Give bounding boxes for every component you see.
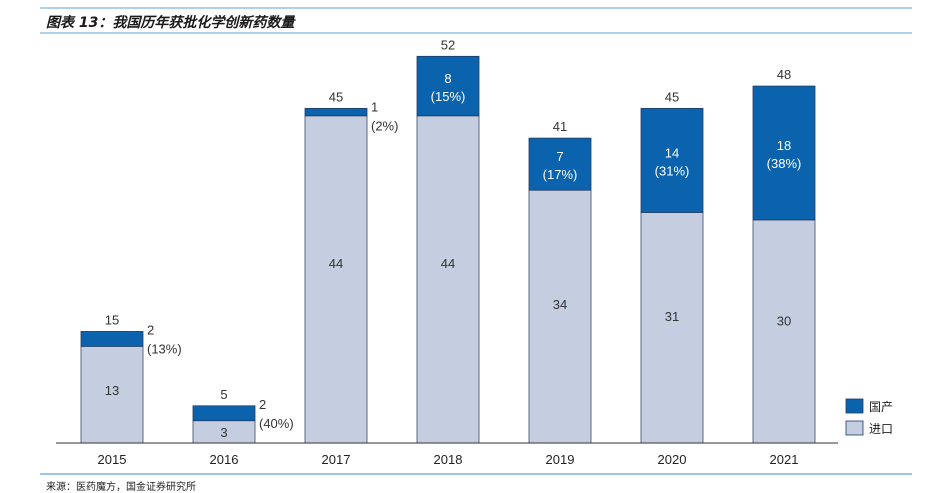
bar-domestic-2021 (752, 85, 816, 221)
label-domestic-2017: 1 (371, 99, 378, 114)
legend-label-domestic: 国产 (869, 400, 893, 414)
label-total-2020: 45 (665, 89, 679, 104)
x-tick-2015: 2015 (98, 452, 127, 467)
label-imported-2018: 44 (441, 256, 455, 271)
x-tick-2021: 2021 (770, 452, 799, 467)
label-domestic-2020: 14 (665, 145, 679, 160)
figure-title: 图表 13：我国历年获批化学创新药数量 (46, 15, 295, 31)
label-total-2018: 52 (441, 37, 455, 52)
bar-domestic-2015 (80, 331, 144, 347)
label-domestic-2019: 7 (556, 149, 563, 164)
label-imported-2020: 31 (665, 309, 679, 324)
label-imported-2017: 44 (329, 256, 343, 271)
label-domestic-2015: 2 (147, 322, 154, 337)
label-total-2021: 48 (777, 67, 791, 82)
label-imported-2021: 30 (777, 313, 791, 328)
source-note: 来源：医药魔方，国金证券研究所 (46, 482, 196, 493)
label-imported-2015: 13 (105, 383, 119, 398)
bar-imported-2015 (80, 345, 144, 444)
bar-imported-2020 (640, 212, 704, 444)
legend-swatch-imported (845, 420, 864, 436)
label-domestic-share-2016: (40%) (259, 416, 294, 431)
label-domestic-2016: 2 (259, 397, 266, 412)
label-total-2017: 45 (329, 89, 343, 104)
bar-domestic-2018 (416, 55, 480, 117)
label-total-2019: 41 (553, 119, 567, 134)
legend-label-imported: 进口 (869, 422, 893, 436)
x-tick-2018: 2018 (434, 452, 463, 467)
label-domestic-share-2018: (15%) (431, 89, 466, 104)
label-domestic-2021: 18 (777, 138, 791, 153)
label-total-2015: 15 (105, 312, 119, 327)
x-tick-2016: 2016 (210, 452, 239, 467)
label-domestic-2018: 8 (444, 71, 451, 86)
bar-domestic-2016 (192, 405, 256, 422)
x-tick-2017: 2017 (322, 452, 351, 467)
legend-swatch-domestic (845, 398, 864, 414)
x-tick-2020: 2020 (658, 452, 687, 467)
label-imported-2016: 3 (220, 425, 227, 440)
bar-imported-2018 (416, 115, 480, 444)
label-domestic-share-2015: (13%) (147, 341, 182, 356)
bar-domestic-2019 (528, 137, 592, 191)
label-domestic-share-2017: (2%) (371, 118, 398, 133)
bar-imported-2017 (304, 115, 368, 444)
bar-domestic-2017 (304, 107, 368, 117)
bar-imported-2021 (752, 219, 816, 444)
label-total-2016: 5 (220, 387, 227, 402)
label-domestic-share-2019: (17%) (543, 167, 578, 182)
x-tick-2019: 2019 (546, 452, 575, 467)
label-domestic-share-2021: (38%) (767, 156, 802, 171)
label-imported-2019: 34 (553, 297, 567, 312)
bar-imported-2019 (528, 189, 592, 444)
label-domestic-share-2020: (31%) (655, 163, 690, 178)
bar-domestic-2020 (640, 107, 704, 213)
